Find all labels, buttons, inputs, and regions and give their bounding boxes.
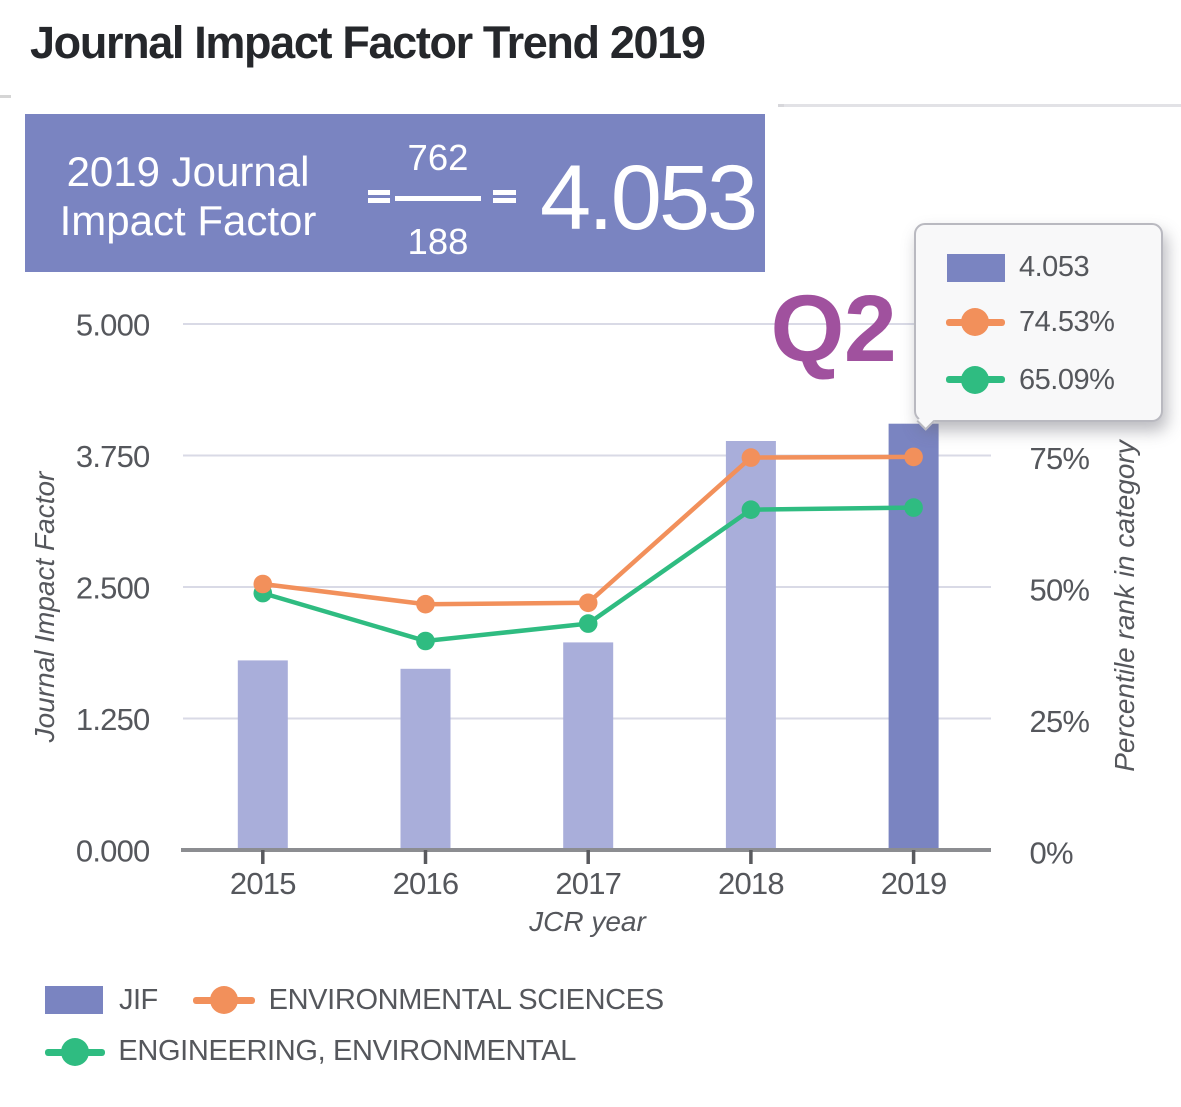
svg-text:50%: 50% [1030, 573, 1090, 608]
svg-text:JCR year: JCR year [528, 906, 647, 937]
svg-text:2.500: 2.500 [76, 570, 150, 605]
svg-text:2018: 2018 [718, 866, 784, 901]
svg-text:25%: 25% [1030, 704, 1090, 739]
svg-text:0.000: 0.000 [76, 833, 150, 868]
svg-text:75%: 75% [1030, 441, 1090, 476]
svg-text:2017: 2017 [555, 866, 621, 901]
svg-text:Percentile rank in category: Percentile rank in category [1109, 438, 1140, 772]
svg-text:0%: 0% [1030, 836, 1073, 871]
svg-text:Journal Impact Factor: Journal Impact Factor [29, 470, 60, 743]
svg-text:5.000: 5.000 [76, 307, 150, 342]
svg-text:2015: 2015 [230, 866, 296, 901]
svg-text:1.250: 1.250 [76, 702, 150, 737]
svg-text:3.750: 3.750 [76, 439, 150, 474]
svg-text:2019: 2019 [881, 866, 947, 901]
svg-text:2016: 2016 [393, 866, 459, 901]
